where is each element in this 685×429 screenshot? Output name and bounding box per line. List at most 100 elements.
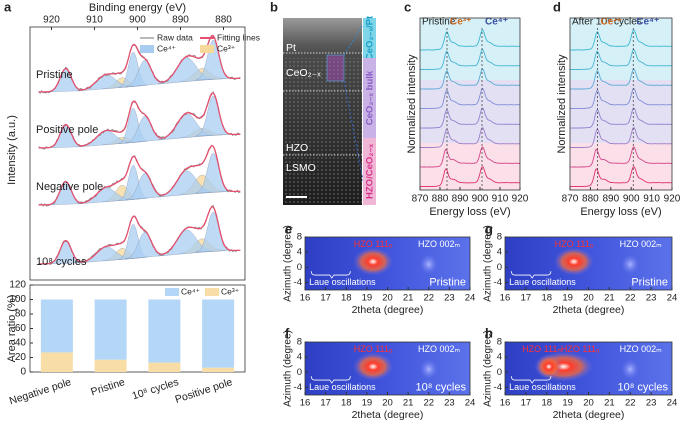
- x-tick-label: Negative pole: [8, 376, 73, 407]
- x-tick-label: 17: [320, 293, 331, 304]
- x-tick-label: 23: [646, 398, 657, 409]
- x-tick-label: 22: [423, 293, 434, 304]
- x-tick-label: 20: [583, 398, 594, 409]
- x-tick-label: 21: [604, 398, 615, 409]
- peak-label: HZO 111ₒ: [561, 344, 600, 354]
- x-tick-label: 910: [492, 194, 509, 205]
- band: [420, 18, 520, 80]
- x-tick-label: 19: [562, 398, 573, 409]
- x-tick-label: 22: [625, 293, 636, 304]
- x-tick-label: 20: [583, 293, 594, 304]
- y-tick-label: -4: [294, 382, 302, 393]
- x-tick-label: 23: [444, 398, 455, 409]
- x-tick-label: 24: [465, 398, 476, 409]
- map-spot: [353, 247, 394, 276]
- y-tick-label: 8: [297, 232, 302, 243]
- x-tick-label: 18: [341, 398, 352, 409]
- legend-label: Raw data: [157, 32, 193, 42]
- y-tick-label: 4: [297, 247, 302, 258]
- x-tick-label: 880: [582, 194, 599, 205]
- eels-curve: [419, 87, 521, 110]
- eels-curve: [569, 29, 672, 51]
- x-tick-label: 18: [541, 293, 552, 304]
- y-tick-label: -4: [494, 277, 502, 288]
- y-axis-title: Azimuth (degree): [483, 330, 494, 407]
- y-axis-title: Azimuth (degree): [283, 330, 294, 407]
- plot-frame: [419, 17, 521, 191]
- x-axis-title: Energy loss (eV): [580, 206, 661, 218]
- layer-label: LSMO: [286, 162, 316, 174]
- region-band: [363, 138, 376, 205]
- peak-label: Ce⁴⁺: [636, 17, 659, 28]
- y-tick-label: 8: [297, 337, 302, 348]
- y-axis-title: Intensity (a.u.): [6, 115, 18, 185]
- layer-label: Pt: [286, 42, 296, 54]
- x-tick-label: 24: [667, 293, 678, 304]
- panel-letter: c: [404, 0, 411, 14]
- x-tick-label: 910: [643, 194, 660, 205]
- x-tick-label: 22: [423, 398, 434, 409]
- map-spot: [535, 354, 562, 379]
- eels-curve: [419, 107, 521, 129]
- panel-letter: f: [285, 325, 290, 340]
- laue-brace: [310, 271, 351, 279]
- panel-letter: h: [485, 325, 493, 340]
- peak-label: Ce³⁺: [450, 17, 471, 28]
- y-tick-label: 100: [9, 294, 26, 305]
- legend-swatch: [165, 288, 179, 296]
- x-axis-title: Binding energy (eV): [89, 2, 186, 14]
- y-tick-label: 4: [497, 352, 502, 363]
- peak-label: HZO 002ₘ: [620, 344, 663, 354]
- note: Pristine: [631, 276, 668, 288]
- x-tick-label: 900: [129, 15, 146, 26]
- bar-segment: [202, 299, 235, 368]
- x-tick-label: 920: [43, 15, 60, 26]
- eels-curve: [419, 166, 521, 188]
- laue-brace: [510, 271, 552, 279]
- peak-label: Ce³⁺: [601, 17, 622, 28]
- band: [420, 80, 520, 143]
- laue-label: Laue oscillations: [309, 382, 376, 392]
- peak-label: Ce⁴⁺: [485, 17, 508, 28]
- x-tick-label: 920: [512, 194, 529, 205]
- y-tick-label: 80: [15, 309, 27, 320]
- region-label: HZO/CeO₂₋ₓ: [365, 144, 376, 199]
- eels-curve: [419, 68, 520, 90]
- plot-frame: [569, 17, 673, 191]
- fit-line: [38, 92, 241, 149]
- y-tick-label: 0: [297, 262, 302, 273]
- x-tick-label: 16: [300, 398, 311, 409]
- x-tick-label: 890: [602, 194, 619, 205]
- spectrum-label: Pristine: [36, 69, 73, 81]
- y-tick-label: 0: [297, 367, 302, 378]
- legend-swatch: [205, 288, 219, 296]
- legend-label: Ce⁴⁺: [181, 286, 201, 296]
- fit-line: [38, 206, 241, 265]
- eels-curve: [569, 107, 673, 129]
- y-tick-label: 8: [497, 232, 502, 243]
- bar-segment: [94, 299, 127, 360]
- roi-guide: [343, 80, 365, 186]
- x-tick-label: 24: [667, 398, 678, 409]
- x-tick-label: 21: [604, 293, 615, 304]
- y-axis-title: Azimuth (degree): [483, 225, 494, 302]
- x-axis-title: 2theta (degree): [553, 409, 625, 421]
- x-tick-label: Pristine: [89, 376, 126, 398]
- bar-segment: [148, 362, 181, 372]
- map-spot: [553, 247, 594, 276]
- region-label: CeO₂₋ₓ bulk: [365, 70, 376, 125]
- legend-swatch: [200, 45, 214, 53]
- y-axis-title: Normalized intensity: [406, 54, 418, 154]
- region-label: CeO₂₋ₓ/Pt: [365, 15, 376, 60]
- map-spot: [419, 359, 438, 380]
- legend-label: Ce³⁺: [217, 43, 236, 53]
- legend-label: Fitting lines: [217, 32, 260, 42]
- y-axis-title: Normalized intensity: [556, 54, 568, 154]
- y-tick-label: 0: [497, 367, 502, 378]
- x-tick-label: 19: [362, 293, 373, 304]
- x-tick-label: 21: [403, 293, 414, 304]
- x-tick-label: 16: [300, 293, 311, 304]
- note: Pristine: [429, 276, 466, 288]
- x-tick-label: 23: [646, 293, 657, 304]
